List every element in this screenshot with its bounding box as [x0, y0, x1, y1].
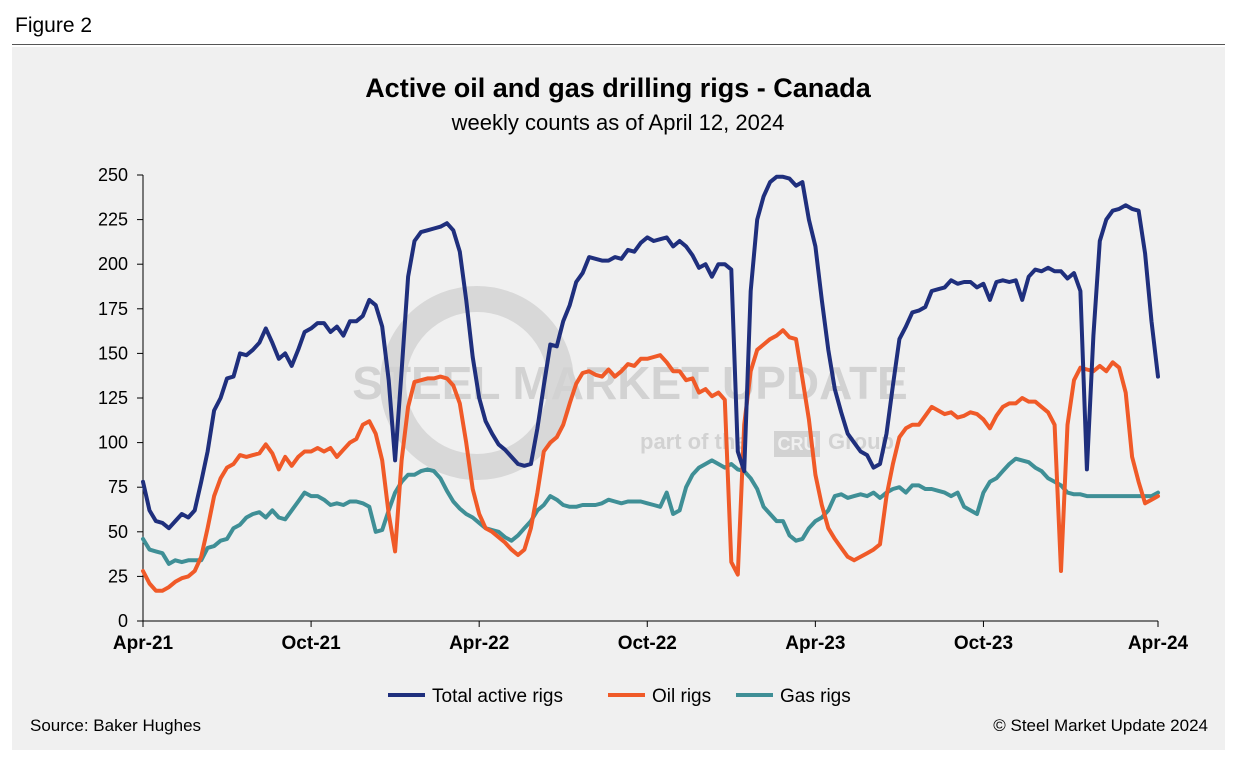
x-axis: Apr-21 Oct-21 Apr-22 Oct-22 Apr-23 Oct-23 Apr-…	[113, 620, 1189, 654]
x-tick-label: Apr-24	[1128, 633, 1189, 654]
y-tick-label: 100	[98, 433, 128, 453]
legend-label-total: Total active rigs	[432, 686, 563, 707]
legend-label-oil: Oil rigs	[652, 686, 711, 707]
y-tick-label: 250	[98, 165, 128, 185]
series-line-gas	[141, 456, 1160, 566]
top-rule	[12, 44, 1225, 45]
y-tick-label: 0	[118, 611, 128, 631]
chart-subtitle: weekly counts as of April 12, 2024	[451, 110, 785, 135]
series-line-oil	[141, 328, 1160, 593]
y-tick-label: 50	[108, 522, 128, 542]
chart-title: Active oil and gas drilling rigs - Canad…	[365, 73, 872, 103]
watermark-ring	[380, 286, 574, 480]
y-tick-label: 225	[98, 210, 128, 230]
series-group	[141, 174, 1160, 593]
copyright-note: © Steel Market Update 2024	[993, 716, 1208, 735]
chart-panel: STEEL MARKET UPDATE part of the CRU Grou…	[12, 47, 1225, 750]
y-tick-label: 25	[108, 566, 128, 586]
figure-label: Figure 2	[15, 14, 93, 37]
y-tick-label: 75	[108, 477, 128, 497]
source-note: Source: Baker Hughes	[30, 716, 201, 735]
x-tick-label: Oct-22	[618, 633, 677, 654]
watermark-cru: CRU	[778, 434, 817, 454]
y-tick-label: 200	[98, 254, 128, 274]
y-tick-label: 125	[98, 388, 128, 408]
watermark-tagline-1: part of the	[640, 429, 748, 454]
x-tick-label: Apr-23	[785, 633, 845, 654]
chart: STEEL MARKET UPDATE part of the CRU Grou…	[30, 73, 1208, 735]
x-tick-label: Apr-22	[449, 633, 509, 654]
y-tick-label: 175	[98, 299, 128, 319]
x-tick-label: Oct-23	[954, 633, 1013, 654]
y-tick-label: 150	[98, 343, 128, 363]
x-tick-label: Oct-21	[282, 633, 342, 654]
series-line-total	[141, 174, 1160, 531]
legend-label-gas: Gas rigs	[780, 686, 851, 707]
x-tick-label: Apr-21	[113, 633, 174, 654]
legend: Total active rigs Oil rigs Gas rigs	[388, 686, 851, 707]
y-axis: 0 25 50 75 100 125 150 175 200 225 250	[98, 165, 144, 631]
